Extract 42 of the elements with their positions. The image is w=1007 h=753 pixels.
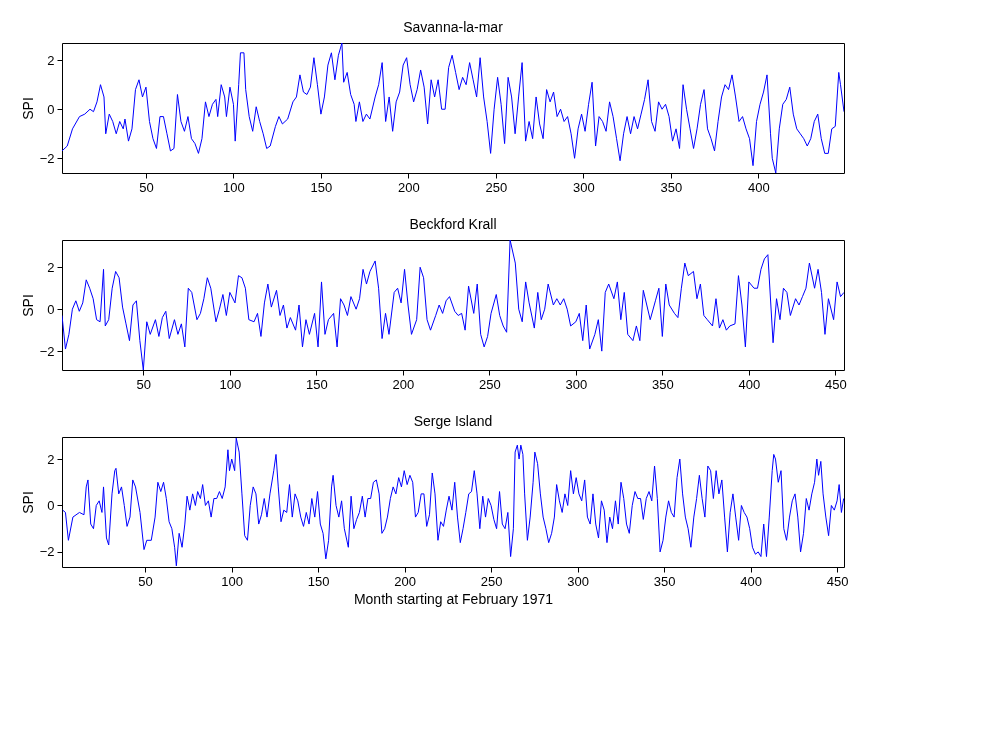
chart-title: Savanna-la-mar (403, 19, 504, 35)
y-tick-label: 2 (47, 52, 55, 68)
x-tick-label: 450 (825, 376, 847, 392)
x-tick-label: 300 (567, 573, 589, 589)
y-tick-label: 0 (47, 497, 55, 513)
x-tick-label: 150 (307, 573, 330, 589)
x-tick-label: 50 (138, 573, 153, 589)
chart-title: Serge Island (413, 413, 493, 429)
x-tick-label: 50 (139, 179, 154, 195)
x-tick-label: 350 (660, 179, 683, 195)
x-tick-label: 150 (310, 179, 333, 195)
y-tick-label: −2 (39, 150, 55, 166)
x-tick-label: 350 (653, 573, 676, 589)
y-tick-label: −2 (39, 343, 55, 359)
x-tick-label: 200 (392, 376, 415, 392)
x-tick-label: 50 (136, 376, 152, 392)
x-tick-label: 100 (221, 573, 243, 589)
x-tick-label: 300 (565, 376, 588, 392)
x-tick-label: 400 (747, 179, 770, 195)
y-tick-label: 2 (47, 259, 55, 275)
y-tick-label: 0 (47, 301, 55, 317)
y-axis-title: SPI (19, 491, 36, 514)
y-axis-title: SPI (19, 294, 36, 317)
x-tick-label: 200 (398, 179, 420, 195)
x-tick-label: 150 (305, 376, 328, 392)
x-tick-label: 300 (572, 179, 595, 195)
x-tick-label: 250 (478, 376, 501, 392)
x-tick-label: 200 (394, 573, 416, 589)
chart-title: Beckford Krall (409, 216, 497, 232)
x-tick-label: 100 (219, 376, 242, 392)
x-tick-label: 450 (826, 573, 849, 589)
y-tick-label: 2 (47, 451, 55, 467)
y-axis-title: SPI (19, 97, 36, 120)
y-tick-label: −2 (39, 544, 55, 560)
x-tick-label: 100 (223, 179, 245, 195)
x-tick-label: 250 (485, 179, 508, 195)
x-axis-title: Month starting at February 1971 (353, 590, 554, 607)
y-tick-label: 0 (47, 101, 55, 117)
x-tick-label: 350 (651, 376, 674, 392)
x-tick-label: 400 (738, 376, 761, 392)
x-tick-label: 400 (740, 573, 762, 589)
x-tick-label: 250 (480, 573, 503, 589)
